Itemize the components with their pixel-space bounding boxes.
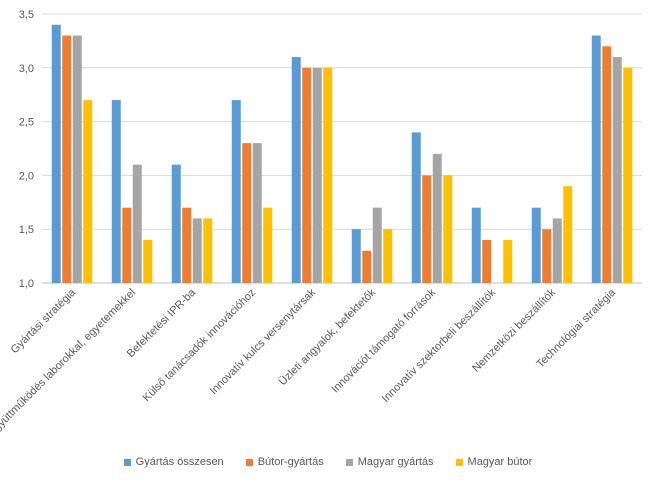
legend-swatch <box>245 458 253 466</box>
bar <box>302 67 312 283</box>
bar <box>62 35 72 283</box>
x-tick-label: Innovatív kulcs versenytársak <box>208 286 319 397</box>
bar <box>362 250 372 283</box>
legend: Gyártás összesen Bútor-gyártás Magyar gy… <box>0 456 656 468</box>
bar <box>203 218 213 283</box>
bar <box>471 207 481 283</box>
bar <box>182 207 192 283</box>
bar <box>192 218 202 283</box>
bar <box>602 46 612 283</box>
bar <box>591 35 601 283</box>
bar <box>542 229 552 283</box>
x-tick-label: Gyártási stratégia <box>9 286 79 356</box>
bar <box>263 207 273 283</box>
legend-swatch <box>345 458 353 466</box>
bar <box>171 164 181 283</box>
bar <box>72 35 82 283</box>
bar <box>422 175 432 283</box>
bar <box>231 100 241 283</box>
legend-item-magyar-gyartas: Magyar gyártás <box>345 456 434 468</box>
y-tick-label: 3,5 <box>19 9 34 21</box>
bar <box>291 57 301 283</box>
bar <box>242 143 252 283</box>
y-tick-label: 3,0 <box>19 63 34 75</box>
bar <box>503 239 513 283</box>
x-tick-label: Üzleti angyalok, befektetők <box>277 286 379 388</box>
bar <box>432 153 442 283</box>
bar <box>132 164 142 283</box>
bar <box>383 229 393 283</box>
bar <box>312 67 322 283</box>
x-tick-label: Innovatív szektorbeli beszállítók <box>380 286 499 405</box>
bar <box>612 57 622 283</box>
bar <box>252 143 262 283</box>
bar <box>351 229 361 283</box>
legend-label: Magyar gyártás <box>357 456 434 468</box>
legend-label: Gyártás összesen <box>135 456 224 468</box>
bar <box>83 100 93 283</box>
bar <box>623 67 633 283</box>
bar <box>372 207 382 283</box>
bar <box>51 24 61 283</box>
x-tick-label: Együttműködés laborokkal, egyetemekkel <box>0 287 138 439</box>
legend-swatch <box>123 458 131 466</box>
bar <box>143 239 153 283</box>
bar-chart: 1,0 1,5 2,0 2,5 3,0 3,5 Gyártási stratégiaEgyü… <box>0 9 642 439</box>
legend-label: Bútor-gyártás <box>257 456 324 468</box>
bar <box>563 186 573 283</box>
bar <box>443 175 453 283</box>
bar <box>531 207 541 283</box>
legend-label: Magyar bútor <box>467 456 533 468</box>
legend-item-gyartas-osszesen: Gyártás összesen <box>123 456 224 468</box>
bar <box>482 239 492 283</box>
bar <box>122 207 132 283</box>
bar <box>552 218 562 283</box>
x-tick-label: Innovációt támogató források <box>329 286 438 395</box>
y-tick-label: 1,0 <box>19 278 34 290</box>
bar <box>323 67 333 283</box>
legend-item-magyar-butor: Magyar bútor <box>455 456 533 468</box>
y-tick-label: 2,0 <box>19 170 34 182</box>
legend-item-butor-gyartas: Bútor-gyártás <box>245 456 324 468</box>
y-tick-label: 2,5 <box>19 117 34 129</box>
bar <box>411 132 421 283</box>
x-tick-label: Külső tanácsadók innovációhoz <box>141 287 258 404</box>
bar <box>111 100 121 283</box>
legend-swatch <box>455 458 463 466</box>
y-tick-label: 1,5 <box>19 224 34 236</box>
